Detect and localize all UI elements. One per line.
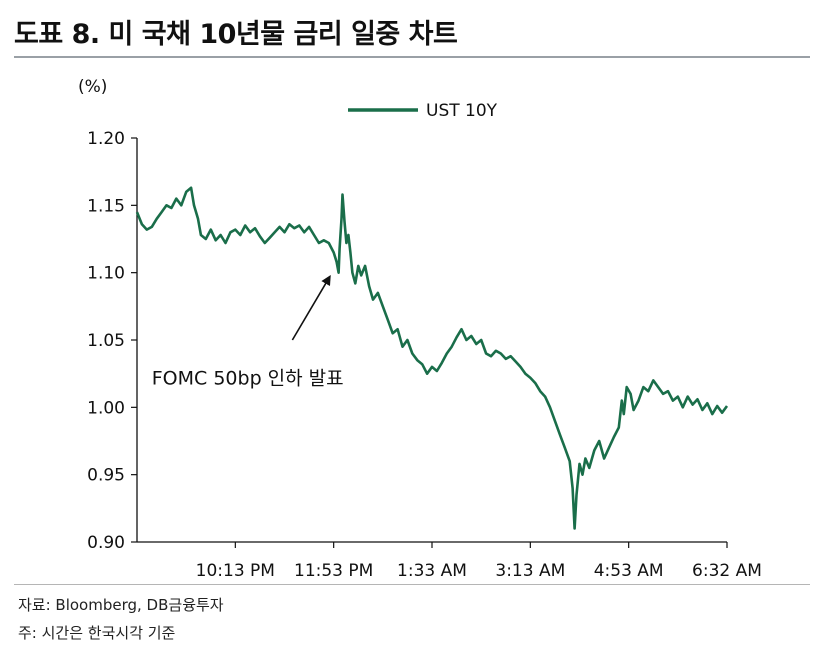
- source-note: 자료: Bloomberg, DB금융투자: [18, 596, 224, 614]
- x-tick-label: 11:53 PM: [294, 561, 373, 581]
- y-tick-label: 0.90: [87, 533, 125, 553]
- line-chart: (%) UST 10Y 1.20 1.15 1.10 1.05 1.00 0.95 0.90…: [78, 77, 762, 581]
- fomc-annotation: FOMC 50bp 인하 발표: [152, 274, 344, 389]
- annotation-label: FOMC 50bp 인하 발표: [152, 367, 344, 389]
- y-tick-label: 1.10: [87, 264, 125, 284]
- legend-label: UST 10Y: [426, 101, 498, 121]
- footer-divider: [14, 584, 810, 585]
- x-tick-label: 6:32 AM: [692, 561, 762, 581]
- x-axis-ticks: 10:13 PM 11:53 PM 1:33 AM 3:13 AM 4:53 AM 6:3…: [196, 542, 762, 581]
- x-tick-label: 10:13 PM: [196, 561, 275, 581]
- annotation-arrow: [291, 274, 331, 341]
- time-note: 주: 시간은 한국시각 기준: [18, 624, 176, 642]
- y-tick-label: 1.20: [87, 129, 125, 149]
- x-tick-label: 4:53 AM: [594, 561, 664, 581]
- y-tick-label: 1.05: [87, 331, 125, 351]
- y-tick-label: 0.95: [87, 466, 125, 486]
- y-axis-ticks: 1.20 1.15 1.10 1.05 1.00 0.95 0.90: [87, 129, 137, 553]
- y-tick-label: 1.00: [87, 398, 125, 418]
- axes: [136, 138, 727, 543]
- legend: UST 10Y: [348, 101, 498, 121]
- series-line-ust-10y: [135, 186, 729, 530]
- y-tick-label: 1.15: [87, 196, 125, 216]
- x-tick-label: 3:13 AM: [495, 561, 565, 581]
- chart-title: 도표 8. 미 국채 10년물 금리 일중 차트: [14, 19, 458, 50]
- y-axis-unit-label: (%): [78, 77, 107, 97]
- title-divider: [14, 56, 810, 58]
- x-tick-label: 1:33 AM: [397, 561, 467, 581]
